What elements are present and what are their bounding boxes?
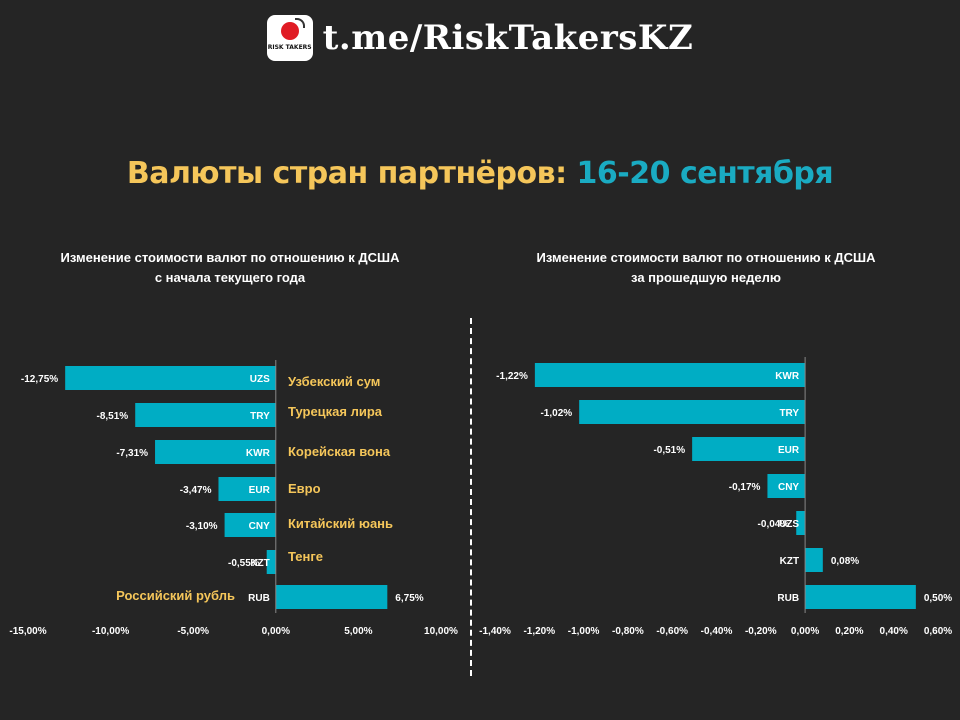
left-data-label: -0,55%	[228, 558, 260, 569]
left-category-label: CNY	[249, 521, 270, 532]
page-title: Валюты стран партнёров: 16-20 сентября	[0, 156, 960, 191]
currency-name-cny: Китайский юань	[288, 516, 393, 531]
left-tick-label: 5,00%	[344, 626, 372, 637]
left-tick-label: -15,00%	[9, 626, 46, 637]
left-category-label: KWR	[246, 448, 271, 459]
left-category-label: EUR	[249, 485, 271, 496]
right-chart-title-line2: за прошедшую неделю	[631, 270, 781, 285]
right-tick-label: 0,20%	[835, 626, 863, 637]
left-bar-rub	[275, 585, 388, 609]
left-data-label: -3,10%	[186, 521, 218, 532]
left-bar-try	[135, 403, 276, 427]
left-data-label: -12,75%	[21, 374, 58, 385]
right-bar-try	[579, 400, 806, 424]
left-tick-label: 0,00%	[262, 626, 290, 637]
left-bar-cny	[224, 513, 276, 537]
left-bar-eur	[218, 477, 276, 501]
right-tick-label: -0,20%	[745, 626, 777, 637]
currency-name-kwr: Корейская вона	[288, 444, 391, 459]
left-tick-label: 10,00%	[424, 626, 458, 637]
right-tick-label: -0,40%	[701, 626, 733, 637]
right-tick-label: 0,60%	[924, 626, 952, 637]
fuse-icon	[294, 18, 305, 28]
right-bar-eur	[692, 437, 806, 461]
right-tick-label: -1,40%	[479, 626, 511, 637]
right-category-label: UZS	[779, 519, 799, 530]
left-tick-label: -10,00%	[92, 626, 129, 637]
right-category-label: TRY	[779, 408, 799, 419]
right-data-label: -0,51%	[653, 445, 685, 456]
left-category-label: TRY	[250, 411, 270, 422]
header: RISK TAKERS t.me/RiskTakersKZ	[0, 12, 960, 64]
right-tick-label: -0,80%	[612, 626, 644, 637]
logo-text: RISK TAKERS	[267, 44, 312, 51]
left-bar-uzs	[65, 366, 276, 390]
left-chart-title: Изменение стоимости валют по отношению к…	[0, 248, 460, 288]
currency-name-try: Турецкая лира	[288, 404, 383, 419]
currency-name-rub: Российский рубль	[116, 588, 235, 603]
site-link[interactable]: t.me/RiskTakersKZ	[322, 18, 694, 58]
right-data-label: -1,22%	[496, 371, 528, 382]
right-data-label: -0,04%	[758, 519, 790, 530]
left-chart-title-line1: Изменение стоимости валют по отношению к…	[60, 250, 400, 265]
right-tick-label: -1,00%	[568, 626, 600, 637]
right-data-label: 0,08%	[831, 556, 859, 567]
right-data-label: -0,17%	[729, 482, 761, 493]
right-bar-uzs	[796, 511, 806, 535]
right-category-label: KWR	[775, 371, 800, 382]
title-part1: Валюты стран партнёров:	[126, 156, 567, 191]
left-data-label: -3,47%	[180, 485, 212, 496]
left-category-label: RUB	[248, 593, 270, 604]
left-category-label: KZT	[250, 558, 269, 569]
left-category-label: UZS	[250, 374, 270, 385]
right-chart-title: Изменение стоимости валют по отношению к…	[480, 248, 932, 288]
right-tick-label: -1,20%	[523, 626, 555, 637]
currency-name-eur: Евро	[288, 481, 321, 496]
risk-takers-logo: RISK TAKERS	[266, 15, 313, 61]
chart-divider	[470, 318, 472, 676]
right-data-label: -1,02%	[540, 408, 572, 419]
left-bar-kwr	[155, 440, 276, 464]
left-bar-kzt	[266, 550, 276, 574]
right-category-label: KZT	[780, 556, 799, 567]
right-tick-label: 0,40%	[880, 626, 908, 637]
bomb-icon	[280, 22, 299, 40]
right-bar-kzt	[805, 548, 823, 572]
right-chart-title-line1: Изменение стоимости валют по отношению к…	[536, 250, 876, 265]
left-tick-label: -5,00%	[177, 626, 209, 637]
left-data-label: -7,31%	[116, 448, 148, 459]
right-category-label: CNY	[778, 482, 799, 493]
currency-name-kzt: Тенге	[288, 549, 323, 564]
right-category-label: EUR	[778, 445, 800, 456]
left-data-label: -8,51%	[97, 411, 129, 422]
right-bar-kwr	[534, 363, 806, 387]
right-category-label: RUB	[777, 593, 799, 604]
left-chart-title-line2: с начала текущего года	[154, 270, 306, 285]
right-bar-rub	[805, 585, 916, 609]
currency-name-uzs: Узбекский сум	[288, 374, 380, 389]
right-bar-cny	[767, 474, 806, 498]
right-tick-label: 0,00%	[791, 626, 819, 637]
left-data-label: 6,75%	[395, 593, 423, 604]
title-part2: 16-20 сентября	[576, 156, 834, 191]
right-tick-label: -0,60%	[656, 626, 688, 637]
right-data-label: 0,50%	[924, 593, 952, 604]
